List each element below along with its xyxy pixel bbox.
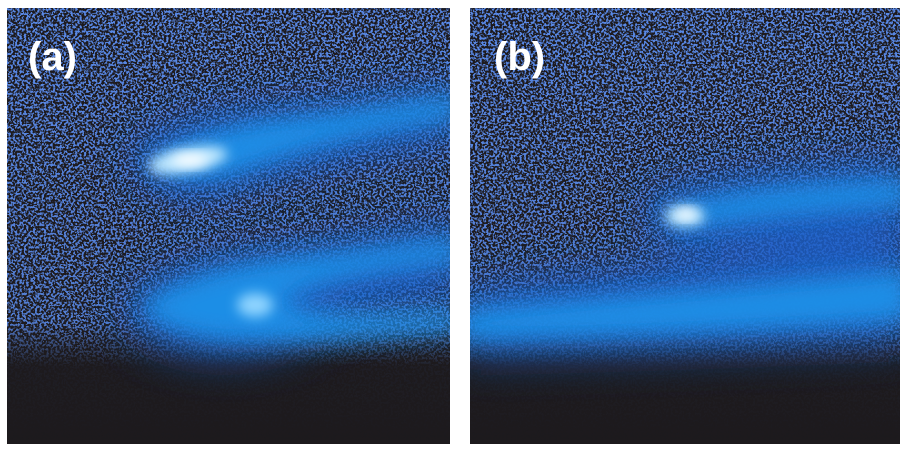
panel-b: (b) <box>460 8 903 444</box>
page: (a) (b) (() => { const data = JSON.parse… <box>0 0 903 447</box>
panel-label: (a) <box>28 35 77 79</box>
figure: (a) (b) <box>0 0 903 447</box>
panel-label: (b) <box>494 35 545 79</box>
panel-a: (a) <box>7 8 460 444</box>
